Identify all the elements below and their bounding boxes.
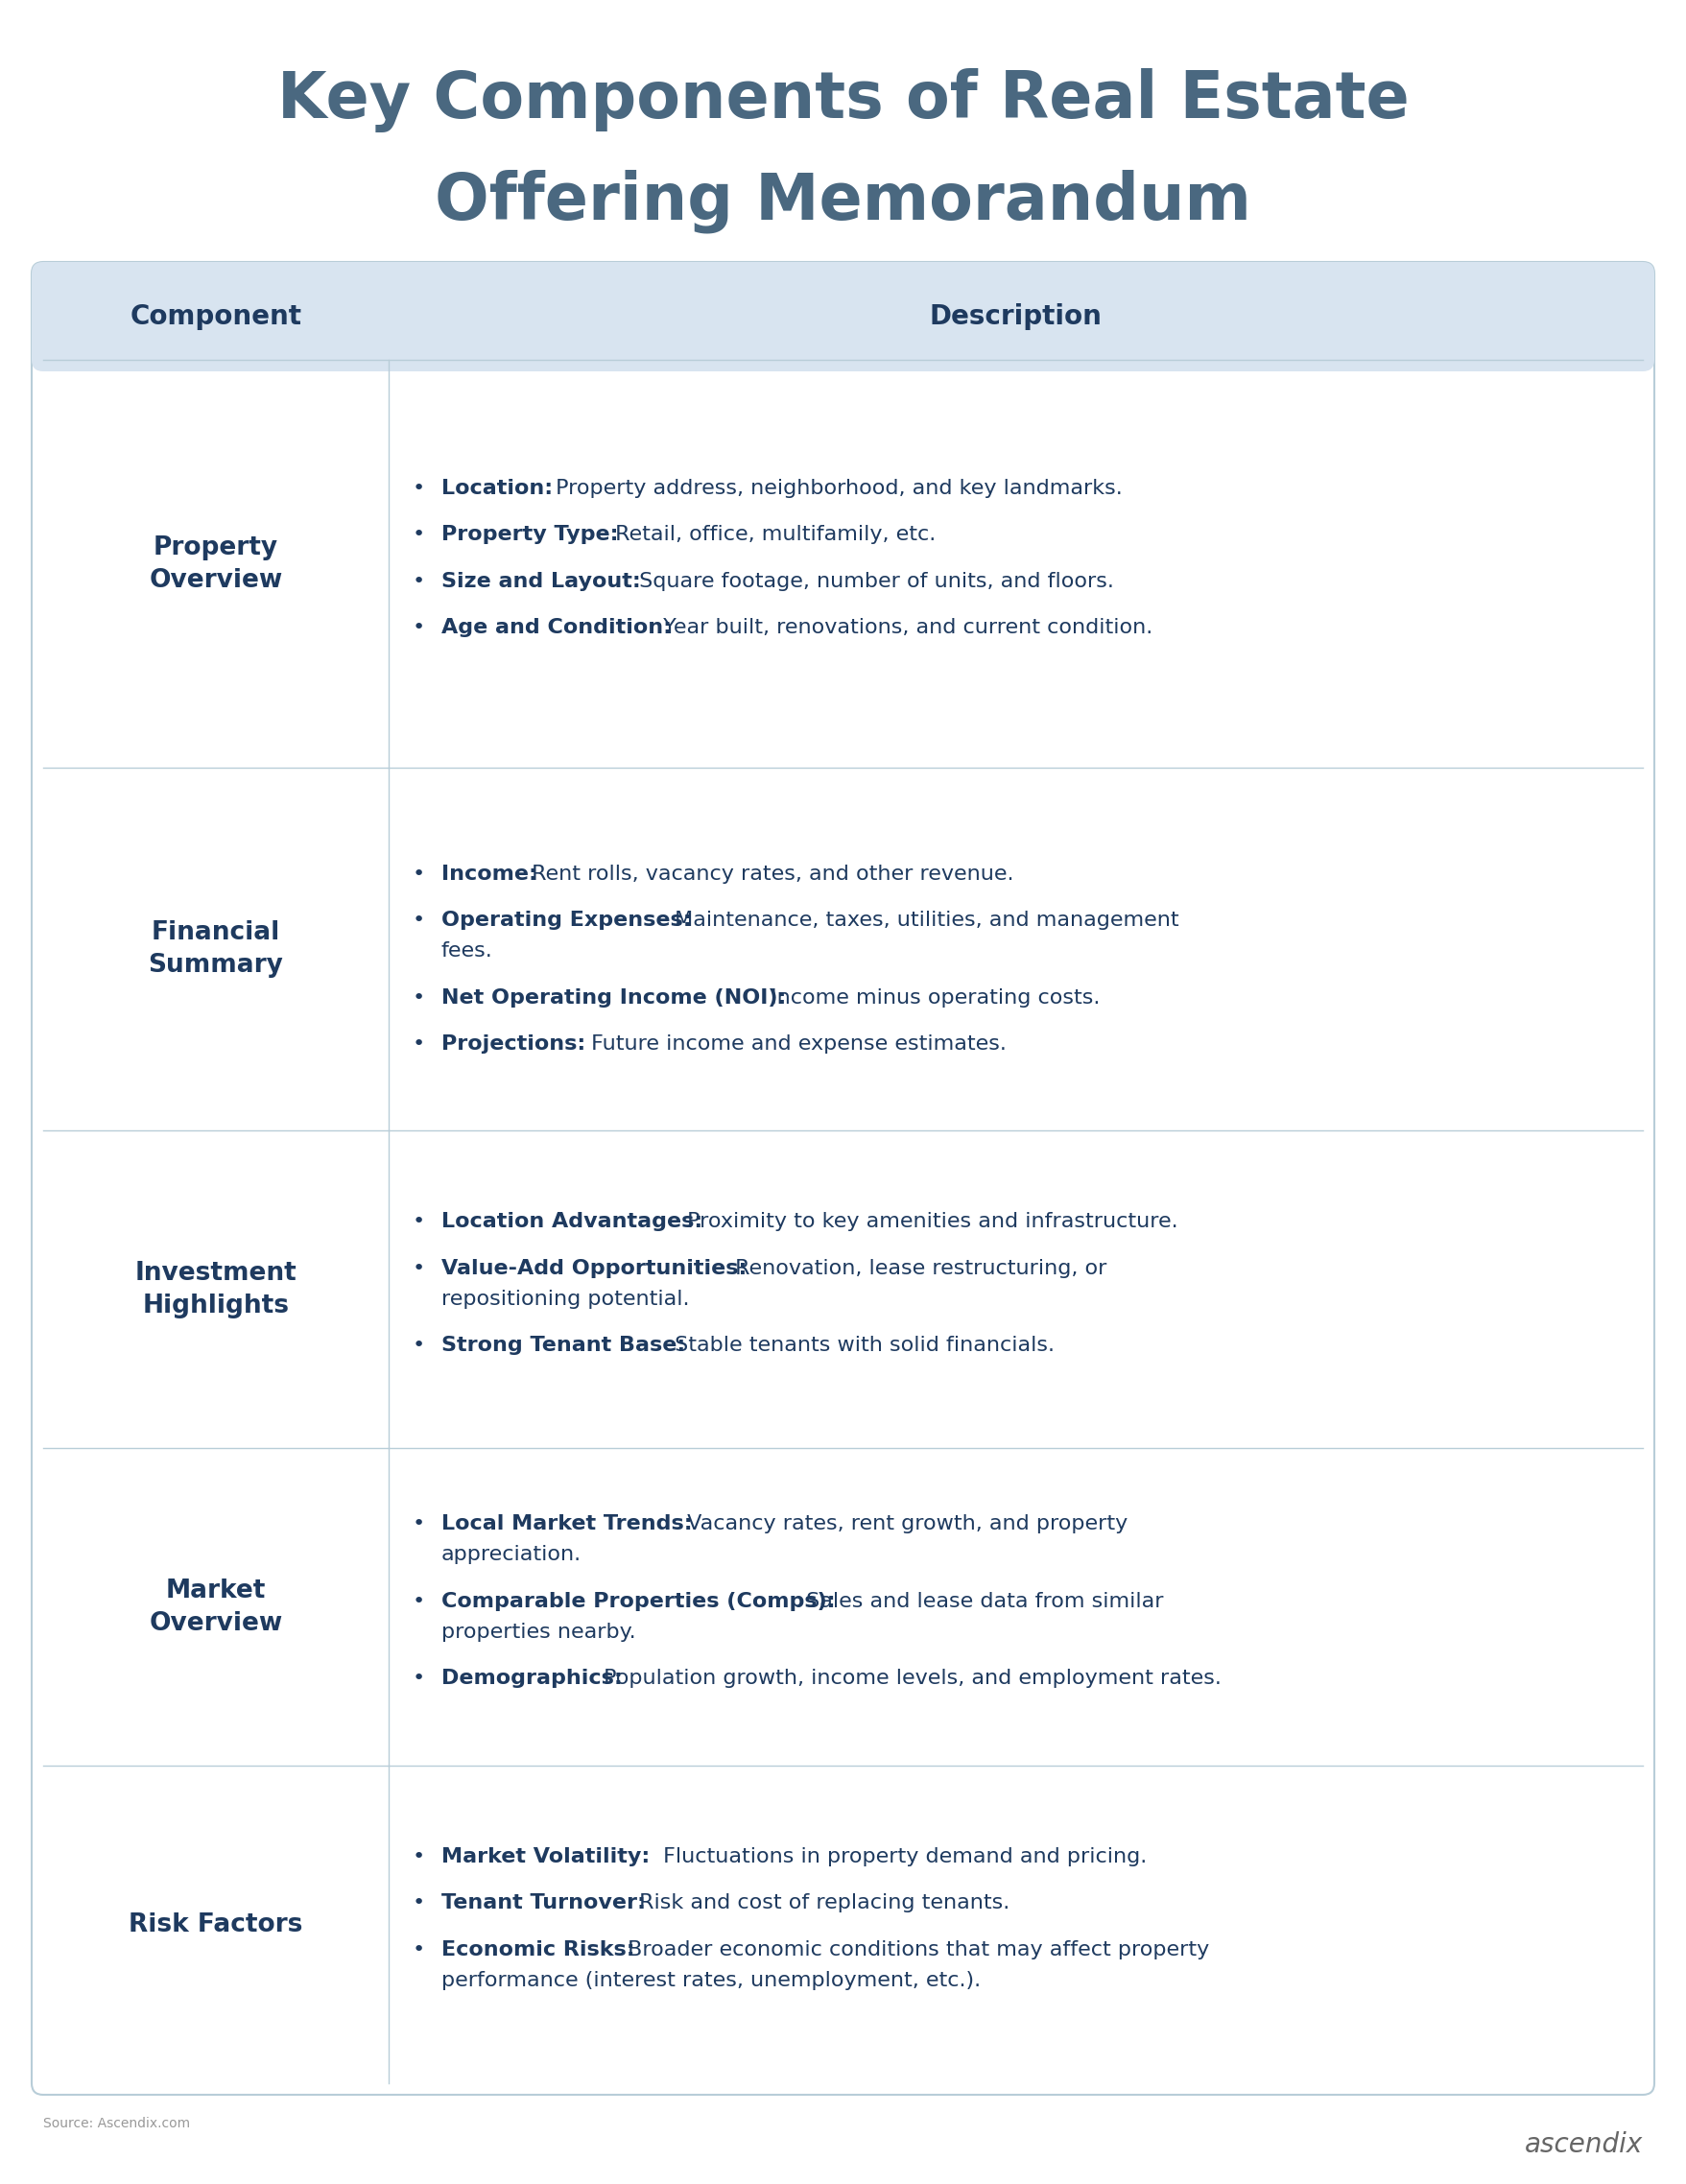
Text: •: • bbox=[413, 526, 425, 544]
Text: Risk Factors: Risk Factors bbox=[128, 1911, 303, 1937]
Text: •: • bbox=[413, 1669, 425, 1688]
Text: •: • bbox=[413, 987, 425, 1007]
Text: •: • bbox=[413, 1337, 425, 1354]
Text: appreciation.: appreciation. bbox=[442, 1546, 582, 1564]
Text: Offering Memorandum: Offering Memorandum bbox=[435, 170, 1251, 234]
Text: •: • bbox=[413, 1035, 425, 1053]
Text: Source: Ascendix.com: Source: Ascendix.com bbox=[44, 2116, 191, 2129]
Text: Square footage, number of units, and floors.: Square footage, number of units, and flo… bbox=[632, 572, 1114, 592]
Text: •: • bbox=[413, 1212, 425, 1232]
Text: Market
Overview: Market Overview bbox=[148, 1579, 283, 1636]
Text: Income:: Income: bbox=[442, 865, 538, 885]
Text: •: • bbox=[413, 1939, 425, 1959]
Text: Key Components of Real Estate: Key Components of Real Estate bbox=[277, 68, 1409, 133]
Text: Vacancy rates, rent growth, and property: Vacancy rates, rent growth, and property bbox=[679, 1514, 1128, 1533]
Text: Operating Expenses:: Operating Expenses: bbox=[442, 911, 691, 930]
Text: Value-Add Opportunities:: Value-Add Opportunities: bbox=[442, 1258, 747, 1278]
Bar bbox=[44, 330, 1642, 360]
Text: •: • bbox=[413, 572, 425, 592]
Text: performance (interest rates, unemployment, etc.).: performance (interest rates, unemploymen… bbox=[442, 1970, 981, 1990]
Text: Size and Layout:: Size and Layout: bbox=[442, 572, 641, 592]
Text: Net Operating Income (NOI):: Net Operating Income (NOI): bbox=[442, 987, 786, 1007]
Text: Demographics:: Demographics: bbox=[442, 1669, 622, 1688]
Text: Investment
Highlights: Investment Highlights bbox=[135, 1260, 297, 1319]
Text: Location:: Location: bbox=[442, 478, 553, 498]
Text: Property
Overview: Property Overview bbox=[148, 535, 283, 592]
Text: •: • bbox=[413, 1848, 425, 1867]
Text: Stable tenants with solid financials.: Stable tenants with solid financials. bbox=[668, 1337, 1055, 1354]
Text: •: • bbox=[413, 478, 425, 498]
Text: •: • bbox=[413, 911, 425, 930]
Text: Renovation, lease restructuring, or: Renovation, lease restructuring, or bbox=[728, 1258, 1106, 1278]
Text: Retail, office, multifamily, etc.: Retail, office, multifamily, etc. bbox=[609, 526, 936, 544]
Text: Location Advantages:: Location Advantages: bbox=[442, 1212, 703, 1232]
Text: Maintenance, taxes, utilities, and management: Maintenance, taxes, utilities, and manag… bbox=[668, 911, 1180, 930]
Text: ascendix: ascendix bbox=[1524, 2132, 1642, 2158]
Text: Property address, neighborhood, and key landmarks.: Property address, neighborhood, and key … bbox=[550, 478, 1123, 498]
Text: Financial
Summary: Financial Summary bbox=[148, 922, 283, 978]
Text: Description: Description bbox=[929, 304, 1103, 330]
Text: •: • bbox=[413, 865, 425, 885]
Text: Rent rolls, vacancy rates, and other revenue.: Rent rolls, vacancy rates, and other rev… bbox=[524, 865, 1013, 885]
Text: Population growth, income levels, and employment rates.: Population growth, income levels, and em… bbox=[597, 1669, 1221, 1688]
Text: Risk and cost of replacing tenants.: Risk and cost of replacing tenants. bbox=[632, 1894, 1010, 1913]
Text: •: • bbox=[413, 1258, 425, 1278]
Text: fees.: fees. bbox=[442, 941, 492, 961]
Text: Year built, renovations, and current condition.: Year built, renovations, and current con… bbox=[656, 618, 1153, 638]
Text: •: • bbox=[413, 618, 425, 638]
FancyBboxPatch shape bbox=[32, 262, 1654, 2094]
Text: properties nearby.: properties nearby. bbox=[442, 1623, 636, 1642]
Text: Market Volatility:: Market Volatility: bbox=[442, 1848, 649, 1867]
Text: Economic Risks:: Economic Risks: bbox=[442, 1939, 636, 1959]
Text: Broader economic conditions that may affect property: Broader economic conditions that may aff… bbox=[620, 1939, 1209, 1959]
Text: •: • bbox=[413, 1894, 425, 1913]
Text: •: • bbox=[413, 1514, 425, 1533]
FancyBboxPatch shape bbox=[32, 262, 1654, 371]
Text: Tenant Turnover:: Tenant Turnover: bbox=[442, 1894, 646, 1913]
Text: Fluctuations in property demand and pricing.: Fluctuations in property demand and pric… bbox=[656, 1848, 1146, 1867]
Text: Strong Tenant Base:: Strong Tenant Base: bbox=[442, 1337, 686, 1354]
Text: Income minus operating costs.: Income minus operating costs. bbox=[764, 987, 1099, 1007]
Text: Comparable Properties (Comps):: Comparable Properties (Comps): bbox=[442, 1592, 836, 1612]
Text: Local Market Trends:: Local Market Trends: bbox=[442, 1514, 693, 1533]
Text: Projections:: Projections: bbox=[442, 1035, 585, 1053]
Text: Future income and expense estimates.: Future income and expense estimates. bbox=[585, 1035, 1007, 1053]
Text: Property Type:: Property Type: bbox=[442, 526, 619, 544]
Text: Sales and lease data from similar: Sales and lease data from similar bbox=[799, 1592, 1163, 1612]
Text: •: • bbox=[413, 1592, 425, 1612]
Text: Proximity to key amenities and infrastructure.: Proximity to key amenities and infrastru… bbox=[679, 1212, 1179, 1232]
Text: Component: Component bbox=[130, 304, 302, 330]
Text: Age and Condition:: Age and Condition: bbox=[442, 618, 671, 638]
Text: repositioning potential.: repositioning potential. bbox=[442, 1289, 690, 1308]
